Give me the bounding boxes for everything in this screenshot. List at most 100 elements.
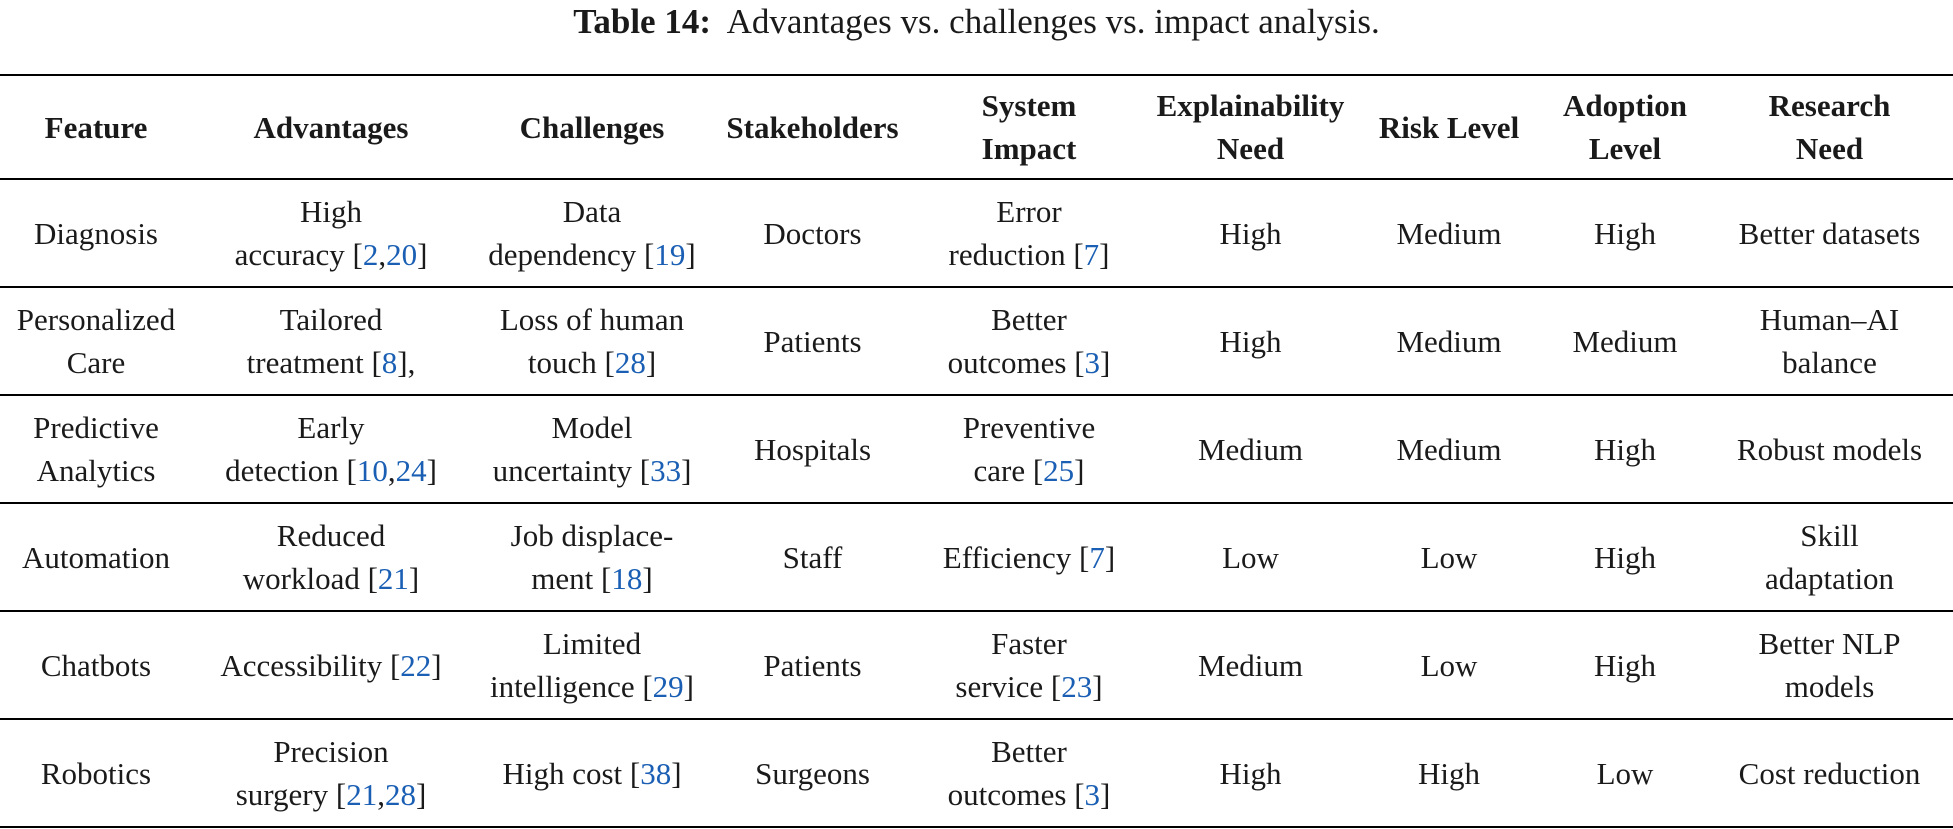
header-line: Stakeholders [726, 109, 899, 145]
cell-text: ] [426, 453, 437, 488]
citation-link[interactable]: 25 [1043, 453, 1075, 488]
cell-line: Automation [21, 539, 171, 575]
cell-line: Low [1420, 647, 1478, 683]
cell-line: outcomes [3] [913, 341, 1145, 384]
challenges-cell: Job displace-ment [18] [470, 503, 714, 612]
research-need-cell: Robust models [1706, 395, 1953, 504]
cell-line: Doctors [763, 215, 862, 251]
citation-link[interactable]: 10 [356, 453, 388, 488]
citation-link[interactable]: 7 [1083, 237, 1100, 272]
cell-line: service [23] [913, 665, 1145, 708]
citation-link[interactable]: 2 [362, 237, 379, 272]
citation-link[interactable]: 22 [400, 647, 432, 683]
cell-line: Care [66, 345, 126, 380]
cell-text: , [377, 777, 385, 812]
table-row: Predictive Analytics Early detection [10,24… [0, 395, 1953, 504]
cell-text: accuracy [ [234, 237, 363, 272]
cell-text: Limited [542, 626, 642, 661]
header-line: Impact [981, 131, 1077, 166]
cell-text: ] [415, 777, 427, 812]
citation-link[interactable]: 3 [1084, 345, 1101, 380]
citation-link[interactable]: 3 [1084, 777, 1101, 812]
cell-line: High [1594, 215, 1656, 251]
adoption-level-cell: High [1544, 503, 1706, 612]
explainability-cell: Medium [1147, 395, 1354, 504]
cell-text: uncertainty [ [492, 453, 651, 488]
table-caption: Table 14: Advantages vs. challenges vs. … [0, 0, 1953, 74]
cell-line: Medium [1572, 323, 1678, 359]
cell-text: Model [551, 410, 633, 445]
header-row: Feature Advantages Challenges Stakeholders S… [0, 74, 1953, 180]
stakeholders-cell: Staff [714, 503, 911, 612]
citation-link[interactable]: 21 [377, 561, 409, 596]
cell-text: ] [683, 669, 694, 704]
cell-line: balance [1782, 345, 1877, 380]
cell-line: Hospitals [753, 431, 872, 467]
cell-line: Staff [782, 539, 843, 575]
cell-line: Surgeons [755, 755, 870, 791]
citation-link[interactable]: 23 [1061, 669, 1093, 704]
cell-text: ] [645, 345, 657, 380]
citation-link[interactable]: 20 [386, 237, 418, 272]
cell-line: Medium [1396, 215, 1502, 251]
column-header-stakeholders: Stakeholders [714, 74, 911, 180]
citation-link[interactable]: 33 [650, 453, 682, 488]
cell-text: care [ [973, 453, 1044, 488]
citation-link[interactable]: 24 [395, 453, 427, 488]
citation-link[interactable]: 28 [384, 777, 416, 812]
cell-line: care [25] [913, 449, 1145, 492]
citation-link[interactable]: 38 [640, 755, 672, 791]
cell-line: treatment [8], [194, 341, 468, 384]
cell-line: Limited [472, 622, 712, 665]
cell-line: ment [18] [472, 557, 712, 600]
cell-line: Chatbots [40, 647, 152, 683]
cell-line: Low [1222, 539, 1279, 575]
cell-line: Reduced [194, 514, 468, 557]
cell-line: Human–AI [1759, 302, 1900, 337]
explainability-cell: High [1147, 179, 1354, 288]
citation-link[interactable]: 19 [654, 237, 686, 272]
advantages-cell: Early detection [10,24] [192, 395, 470, 504]
cell-text: ] [1092, 669, 1103, 704]
advantages-cell: Tailored treatment [8], [192, 287, 470, 396]
citation-link[interactable]: 21 [346, 777, 378, 812]
cell-text: Error [996, 194, 1062, 229]
cell-line: Model [472, 406, 712, 449]
cell-line: High [194, 190, 468, 233]
citation-link[interactable]: 28 [614, 345, 646, 380]
citation-link[interactable]: 18 [611, 561, 643, 596]
cell-line: Low [1596, 755, 1654, 791]
table-row: Automation Reduced workload [21] Job displa… [0, 503, 1953, 612]
header-line: Feature [44, 109, 148, 145]
table-row: Diagnosis High accuracy [2,20] Data dependen… [0, 179, 1953, 288]
cell-line: Patients [763, 323, 862, 359]
header-line: Need [1795, 131, 1864, 166]
cell-line: High [1418, 755, 1480, 791]
risk-level-cell: Medium [1354, 395, 1544, 504]
research-need-cell: Skill adaptation [1706, 503, 1953, 612]
header-line: Advantages [253, 109, 409, 145]
feature-cell: Personalized Care [0, 287, 192, 396]
advantages-cell: Precision surgery [21,28] [192, 719, 470, 828]
cell-line: Accessibility [22] [194, 644, 468, 687]
cell-text: ] [671, 755, 682, 791]
cell-text: service [ [955, 669, 1062, 704]
cell-text: ] [1100, 777, 1111, 812]
system-impact-cell: Faster service [23] [911, 611, 1147, 720]
cell-line: Analytics [36, 453, 156, 488]
citation-link[interactable]: 7 [1089, 539, 1105, 575]
stakeholders-cell: Patients [714, 611, 911, 720]
citation-link[interactable]: 29 [652, 669, 684, 704]
cell-text: Preventive [962, 410, 1096, 445]
citation-link[interactable]: 8 [381, 345, 398, 380]
header-line: Level [1588, 131, 1662, 166]
cell-text: detection [ [225, 453, 357, 488]
cell-line: Loss of human [472, 298, 712, 341]
cell-text: ] [1100, 345, 1111, 380]
cell-line: Better [913, 730, 1145, 773]
cell-line: Medium [1396, 431, 1502, 467]
risk-level-cell: Low [1354, 611, 1544, 720]
cell-text: ] [1099, 237, 1110, 272]
cell-text: Loss of human [499, 302, 685, 337]
cell-line: Cost reduction [1738, 755, 1921, 791]
